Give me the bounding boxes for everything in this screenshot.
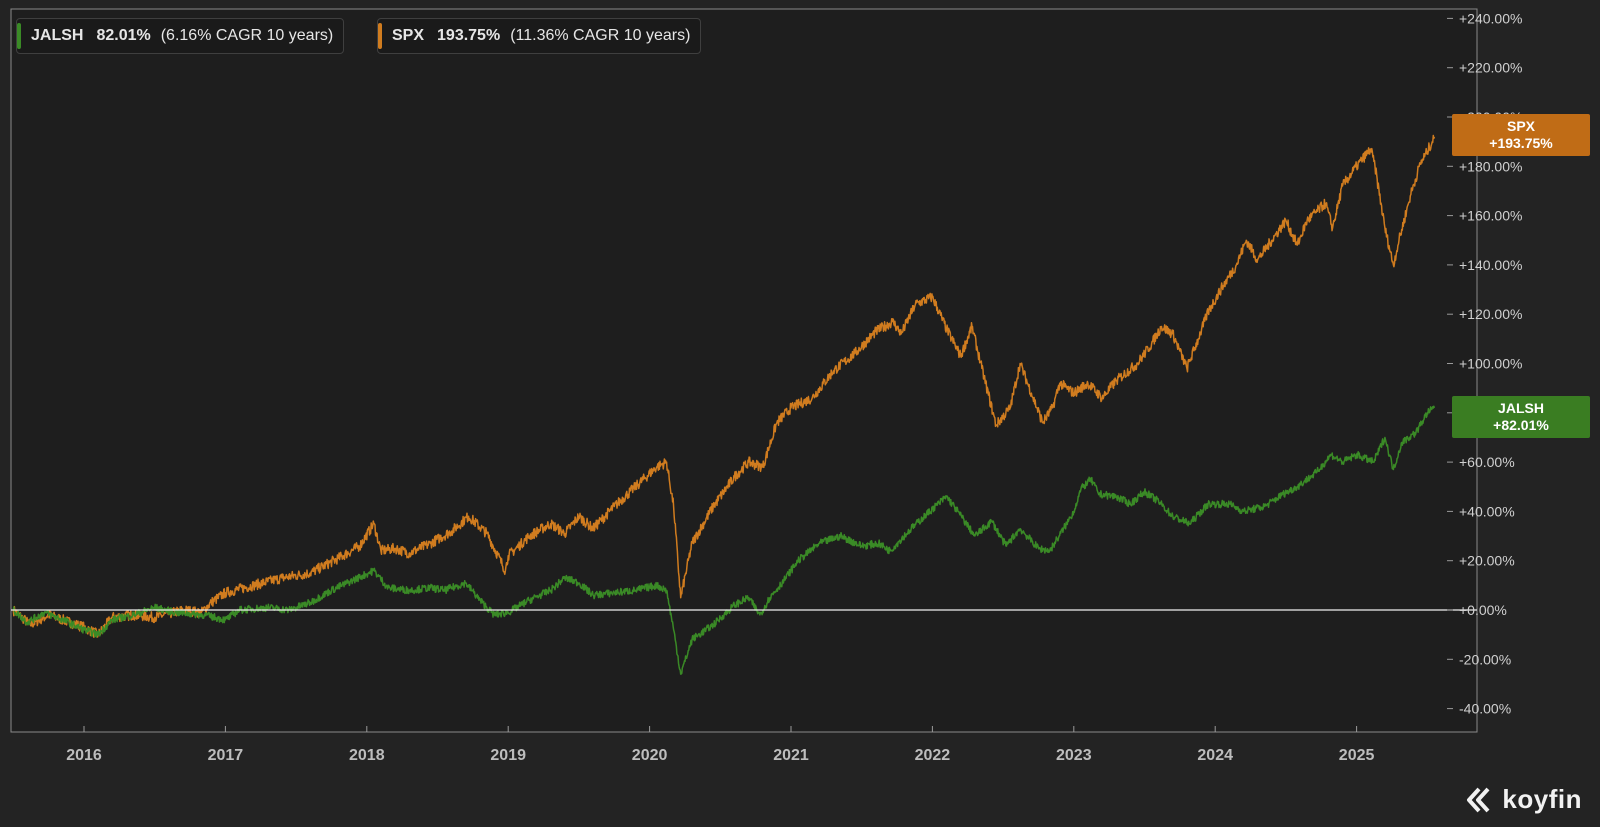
y-tick-label: +0.00% bbox=[1459, 602, 1507, 618]
legend-name-spx: SPX bbox=[392, 27, 425, 44]
koyfin-logo-icon bbox=[1467, 787, 1490, 812]
price-tag-jalsh-name: JALSH bbox=[1498, 400, 1544, 416]
y-tick-label: +100.00% bbox=[1459, 356, 1522, 372]
x-tick-label: 2021 bbox=[773, 747, 809, 764]
legend-cagr-jalsh: (6.16% CAGR 10 years) bbox=[160, 27, 334, 44]
y-tick-label: +60.00% bbox=[1459, 454, 1515, 470]
price-tag-spx-name: SPX bbox=[1506, 118, 1535, 134]
koyfin-brand[interactable]: koyfin bbox=[1466, 784, 1582, 815]
y-tick-label: +220.00% bbox=[1459, 60, 1522, 76]
legend-return-jalsh: 82.01% bbox=[96, 27, 151, 44]
y-tick-label: +120.00% bbox=[1459, 306, 1522, 322]
price-tag-spx-value: +193.75% bbox=[1489, 135, 1553, 151]
x-tick-label: 2020 bbox=[632, 747, 668, 764]
y-tick-label: -20.00% bbox=[1459, 651, 1511, 667]
x-tick-label: 2016 bbox=[66, 747, 102, 764]
price-tag-jalsh: JALSH +82.01% bbox=[1452, 396, 1590, 438]
legend-item-jalsh[interactable]: JALSH 82.01% (6.16% CAGR 10 years) bbox=[16, 18, 345, 54]
x-axis: 2016 2017 2018 2019 2020 2021 2022 2023 2024 2025 bbox=[66, 726, 1374, 764]
price-tag-spx: SPX +193.75% bbox=[1452, 114, 1590, 156]
legend-item-spx[interactable]: SPX 193.75% (11.36% CAGR 10 years) bbox=[377, 18, 702, 54]
legend-swatch-jalsh bbox=[17, 23, 21, 49]
y-tick-label: -40.00% bbox=[1459, 701, 1511, 717]
x-tick-label: 2017 bbox=[208, 747, 244, 764]
plot-area bbox=[10, 8, 1478, 733]
legend-swatch-spx bbox=[378, 23, 382, 49]
y-tick-label: +160.00% bbox=[1459, 208, 1522, 224]
legend-cagr-spx: (11.36% CAGR 10 years) bbox=[510, 27, 691, 44]
x-tick-label: 2022 bbox=[915, 747, 951, 764]
x-tick-label: 2024 bbox=[1197, 747, 1233, 764]
price-tag-jalsh-value: +82.01% bbox=[1493, 417, 1549, 433]
x-tick-label: 2023 bbox=[1056, 747, 1092, 764]
y-tick-label: +20.00% bbox=[1459, 553, 1515, 569]
y-tick-label: +240.00% bbox=[1459, 10, 1522, 26]
y-tick-label: +180.00% bbox=[1459, 158, 1522, 174]
legend-name-jalsh: JALSH bbox=[31, 27, 84, 44]
koyfin-wordmark: koyfin bbox=[1502, 784, 1582, 814]
series-line-jalsh bbox=[12, 405, 1436, 675]
legend-return-spx: 193.75% bbox=[437, 27, 501, 44]
y-tick-label: +140.00% bbox=[1459, 257, 1522, 273]
x-tick-label: 2019 bbox=[490, 747, 526, 764]
x-tick-label: 2018 bbox=[349, 747, 385, 764]
series-line-spx bbox=[12, 134, 1436, 638]
series-layer bbox=[12, 134, 1436, 675]
x-tick-label: 2025 bbox=[1339, 747, 1375, 764]
y-tick-label: +40.00% bbox=[1459, 503, 1515, 519]
